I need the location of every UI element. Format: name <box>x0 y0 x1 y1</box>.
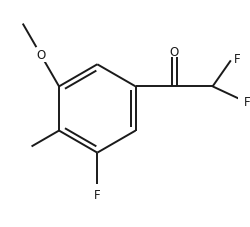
Text: F: F <box>243 96 250 109</box>
Text: F: F <box>232 52 239 65</box>
Text: F: F <box>94 189 100 202</box>
Text: O: O <box>169 46 178 59</box>
Text: O: O <box>36 49 45 62</box>
